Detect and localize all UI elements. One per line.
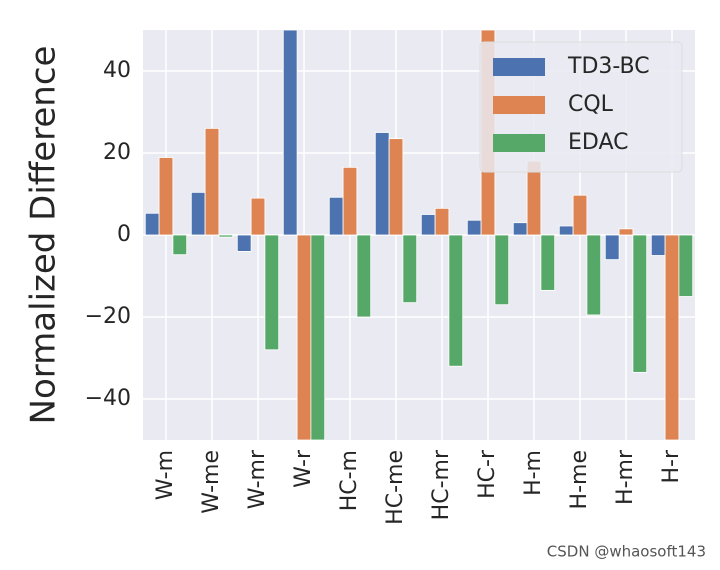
bar [678,234,694,297]
x-tick-label: W-r [291,449,316,488]
bar [218,234,234,238]
bar [282,30,298,236]
bar [586,234,602,316]
bar [466,219,482,236]
legend-label: CQL [568,92,614,117]
bar [618,228,634,236]
bar [310,234,326,440]
x-tick-label: H-me [567,450,592,509]
legend-label: EDAC [568,130,628,155]
x-tick-label: W-mr [245,449,270,509]
legend-swatch [493,58,545,76]
legend-swatch [493,96,545,114]
bar [374,132,390,236]
bar [434,207,450,236]
bar [172,234,188,256]
bar [236,234,252,252]
bar [144,212,160,236]
bar [494,234,510,306]
bar [204,127,220,236]
x-tick-label: H-m [521,450,546,496]
bar [356,234,372,318]
watermark: CSDN @whaosoft143 [547,543,706,561]
bar [264,234,280,351]
bar [558,225,574,236]
y-tick-label: −40 [85,386,131,411]
bar [296,234,312,440]
x-tick-label: HC-me [383,450,408,525]
bar [650,234,666,256]
bar [342,166,358,236]
x-tick-label: HC-mr [429,449,454,520]
bar [388,138,404,236]
legend-label: TD3-BC [567,54,650,79]
bar [328,196,344,236]
legend-swatch [493,134,545,152]
x-tick-label: HC-r [475,449,500,499]
bar [512,222,528,236]
y-tick-label: −20 [85,304,131,329]
y-tick-label: 20 [103,140,131,165]
bar [448,234,464,367]
x-tick-label: W-me [199,450,224,514]
bar [604,234,620,261]
bar [664,234,680,440]
bar [250,197,266,236]
bar [158,157,174,236]
y-tick-label: 40 [103,58,131,83]
bar [190,191,206,236]
y-tick-label: 0 [117,222,131,247]
x-tick-label: HC-m [337,450,362,511]
bar [540,234,556,291]
bar [572,194,588,236]
bar [632,234,648,373]
x-tick-label: H-r [659,449,684,483]
x-tick-label: W-m [153,450,178,500]
bar [420,214,436,236]
x-tick-label: H-mr [613,449,638,505]
bar [402,234,418,304]
y-axis-label: Normalized Difference [24,46,64,425]
